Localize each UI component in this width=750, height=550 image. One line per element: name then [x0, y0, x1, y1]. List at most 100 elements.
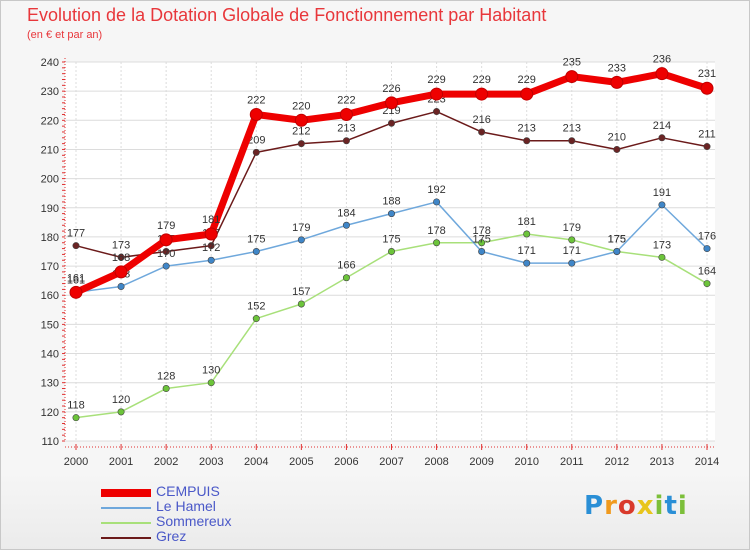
- logo-letter: x: [636, 491, 655, 521]
- y-tick-label: 200: [41, 174, 59, 186]
- data-point: [297, 236, 305, 244]
- data-point: [655, 67, 669, 81]
- data-point: [523, 230, 531, 238]
- data-label: 212: [292, 126, 310, 138]
- x-tick-label: 2003: [199, 456, 223, 468]
- x-tick-label: 2004: [244, 456, 268, 468]
- data-point: [297, 300, 305, 308]
- data-label: 191: [653, 187, 671, 199]
- data-point: [658, 201, 666, 209]
- data-point: [342, 221, 350, 229]
- x-tick-label: 2005: [289, 456, 313, 468]
- data-label: 175: [608, 234, 626, 246]
- data-label: 173: [653, 239, 671, 251]
- data-label: 176: [698, 231, 716, 243]
- y-tick-label: 180: [41, 232, 59, 244]
- legend-item: CEMPUIS: [101, 483, 301, 500]
- y-tick-label: 160: [41, 290, 59, 302]
- y-tick-label: 150: [41, 319, 59, 331]
- data-label: 210: [608, 131, 626, 143]
- data-point: [207, 256, 215, 264]
- chart-subtitle: (en € et par an): [27, 29, 103, 41]
- data-label: 220: [292, 100, 310, 112]
- data-label: 179: [157, 220, 175, 232]
- data-label: 177: [67, 228, 85, 240]
- data-label: 211: [698, 129, 716, 141]
- x-tick-label: 2009: [469, 456, 493, 468]
- data-point: [117, 282, 125, 290]
- legend-swatch: [101, 522, 151, 524]
- data-label: 172: [202, 242, 220, 254]
- data-label: 219: [382, 105, 400, 117]
- data-label: 157: [292, 286, 310, 298]
- data-point: [568, 236, 576, 244]
- legend-label: CEMPUIS: [156, 483, 220, 499]
- data-label: 213: [518, 123, 536, 135]
- logo-letter: i: [654, 491, 665, 521]
- data-point: [613, 248, 621, 256]
- data-point: [387, 210, 395, 218]
- data-point: [69, 285, 83, 299]
- data-point: [204, 227, 218, 241]
- data-point: [72, 414, 80, 422]
- data-point: [252, 248, 260, 256]
- data-point: [387, 119, 395, 127]
- data-label: 236: [653, 54, 671, 66]
- x-tick-label: 2006: [334, 456, 358, 468]
- data-label: 164: [698, 266, 716, 278]
- data-point: [478, 239, 486, 247]
- y-tick-label: 240: [41, 57, 59, 69]
- data-point: [385, 96, 398, 110]
- x-tick-label: 2011: [560, 456, 584, 468]
- data-label: 130: [202, 365, 220, 377]
- data-label: 118: [67, 400, 85, 412]
- x-tick-label: 2012: [605, 456, 629, 468]
- data-label: 188: [382, 196, 400, 208]
- data-label: 209: [247, 134, 265, 146]
- data-point: [297, 140, 305, 148]
- y-tick-label: 210: [41, 144, 59, 156]
- data-label: 175: [247, 234, 265, 246]
- data-label: 178: [472, 225, 490, 237]
- data-point: [294, 113, 308, 127]
- data-point: [430, 87, 444, 101]
- x-tick-label: 2014: [695, 456, 719, 468]
- legend-swatch: [101, 489, 151, 497]
- data-label: 229: [518, 74, 536, 86]
- data-label: 161: [67, 274, 85, 286]
- chart-legend: CEMPUIS Le Hamel Sommereux Grez: [101, 483, 301, 545]
- data-label: 229: [427, 74, 445, 86]
- chart-title: Evolution de la Dotation Globale de Fonc…: [27, 5, 547, 25]
- x-tick-label: 2007: [379, 456, 403, 468]
- data-label: 179: [292, 222, 310, 234]
- data-point: [523, 259, 531, 267]
- data-point: [565, 70, 579, 84]
- data-point: [700, 81, 714, 95]
- data-label: 175: [472, 234, 490, 246]
- data-label: 213: [337, 123, 355, 135]
- legend-item: Grez: [101, 528, 301, 545]
- data-point: [568, 137, 576, 145]
- data-label: 171: [518, 245, 536, 257]
- legend-item: Le Hamel: [101, 498, 301, 515]
- data-label: 233: [608, 62, 626, 74]
- logo-letter: P: [584, 491, 605, 521]
- x-tick-label: 2010: [514, 456, 538, 468]
- data-point: [703, 245, 711, 253]
- data-point: [478, 128, 486, 136]
- legend-item: Sommereux: [101, 513, 301, 530]
- data-label: 175: [382, 234, 400, 246]
- data-point: [478, 248, 486, 256]
- data-point: [114, 265, 128, 279]
- data-label: 181: [202, 214, 220, 226]
- data-point: [117, 253, 125, 261]
- data-point: [252, 315, 260, 323]
- x-tick-label: 2002: [154, 456, 178, 468]
- logo-letter: t: [664, 491, 678, 521]
- data-point: [207, 379, 215, 387]
- data-label: 214: [653, 120, 671, 132]
- data-label: 178: [427, 225, 445, 237]
- data-point: [658, 253, 666, 261]
- data-label: 152: [247, 301, 265, 313]
- data-label: 173: [112, 239, 130, 251]
